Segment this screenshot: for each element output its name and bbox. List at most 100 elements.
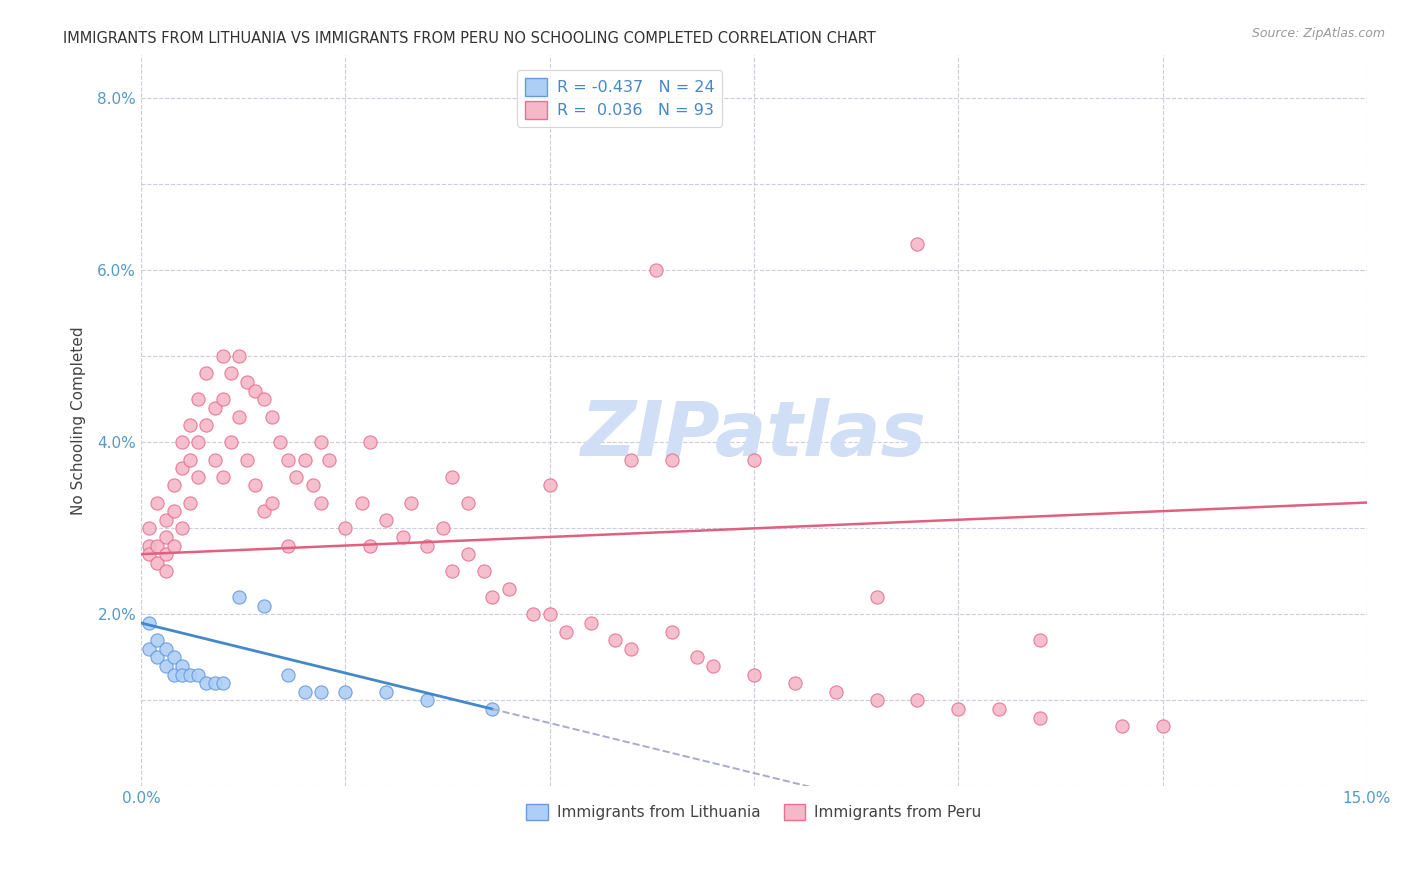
Point [179, 667, 201, 681]
Point [138, 641, 160, 656]
Point [522, 607, 544, 622]
Point [228, 409, 250, 424]
Point [253, 504, 276, 518]
Point [170, 461, 193, 475]
Point [432, 521, 454, 535]
Point [457, 495, 479, 509]
Point [865, 693, 887, 707]
Point [440, 469, 463, 483]
Point [472, 565, 495, 579]
Text: ZIPatlas: ZIPatlas [581, 399, 927, 473]
Point [416, 539, 439, 553]
Point [170, 659, 193, 673]
Point [187, 392, 209, 407]
Point [309, 685, 332, 699]
Point [277, 452, 299, 467]
Point [236, 375, 259, 389]
Point [146, 495, 169, 509]
Legend: Immigrants from Lithuania, Immigrants from Peru: Immigrants from Lithuania, Immigrants fr… [520, 798, 987, 826]
Point [359, 539, 381, 553]
Point [211, 349, 233, 363]
Point [138, 539, 160, 553]
Point [228, 590, 250, 604]
Point [187, 667, 209, 681]
Point [988, 702, 1011, 716]
Point [309, 495, 332, 509]
Point [163, 667, 186, 681]
Point [661, 452, 683, 467]
Point [138, 521, 160, 535]
Point [187, 435, 209, 450]
Point [294, 452, 316, 467]
Point [1029, 711, 1052, 725]
Point [457, 547, 479, 561]
Point [620, 452, 643, 467]
Point [146, 633, 169, 648]
Point [481, 702, 503, 716]
Point [285, 469, 308, 483]
Point [905, 237, 928, 252]
Point [603, 633, 626, 648]
Point [260, 409, 283, 424]
Point [236, 452, 259, 467]
Point [1152, 719, 1174, 733]
Point [686, 650, 709, 665]
Point [170, 521, 193, 535]
Point [260, 495, 283, 509]
Point [170, 667, 193, 681]
Point [163, 478, 186, 492]
Point [146, 650, 169, 665]
Point [742, 667, 765, 681]
Point [163, 504, 186, 518]
Point [187, 469, 209, 483]
Point [661, 624, 683, 639]
Point [1029, 633, 1052, 648]
Point [399, 495, 422, 509]
Point [204, 401, 226, 415]
Point [359, 435, 381, 450]
Point [146, 556, 169, 570]
Point [245, 384, 267, 398]
Point [170, 435, 193, 450]
Point [163, 650, 186, 665]
Point [277, 667, 299, 681]
Point [538, 478, 561, 492]
Point [783, 676, 806, 690]
Point [155, 565, 177, 579]
Point [440, 565, 463, 579]
Y-axis label: No Schooling Completed: No Schooling Completed [72, 326, 86, 515]
Point [155, 513, 177, 527]
Point [211, 676, 233, 690]
Point [195, 367, 218, 381]
Point [391, 530, 413, 544]
Point [498, 582, 520, 596]
Point [579, 615, 602, 630]
Point [253, 392, 276, 407]
Point [375, 685, 398, 699]
Point [309, 435, 332, 450]
Point [318, 452, 340, 467]
Point [555, 624, 578, 639]
Point [277, 539, 299, 553]
Point [948, 702, 970, 716]
Point [702, 659, 724, 673]
Point [211, 392, 233, 407]
Point [301, 478, 323, 492]
Point [294, 685, 316, 699]
Point [644, 263, 666, 277]
Point [253, 599, 276, 613]
Point [138, 547, 160, 561]
Point [538, 607, 561, 622]
Point [195, 418, 218, 433]
Point [211, 469, 233, 483]
Point [228, 349, 250, 363]
Point [742, 452, 765, 467]
Point [824, 685, 846, 699]
Point [416, 693, 439, 707]
Text: IMMIGRANTS FROM LITHUANIA VS IMMIGRANTS FROM PERU NO SCHOOLING COMPLETED CORRELA: IMMIGRANTS FROM LITHUANIA VS IMMIGRANTS … [63, 31, 876, 46]
Point [350, 495, 373, 509]
Point [155, 641, 177, 656]
Point [146, 539, 169, 553]
Point [179, 418, 201, 433]
Point [620, 641, 643, 656]
